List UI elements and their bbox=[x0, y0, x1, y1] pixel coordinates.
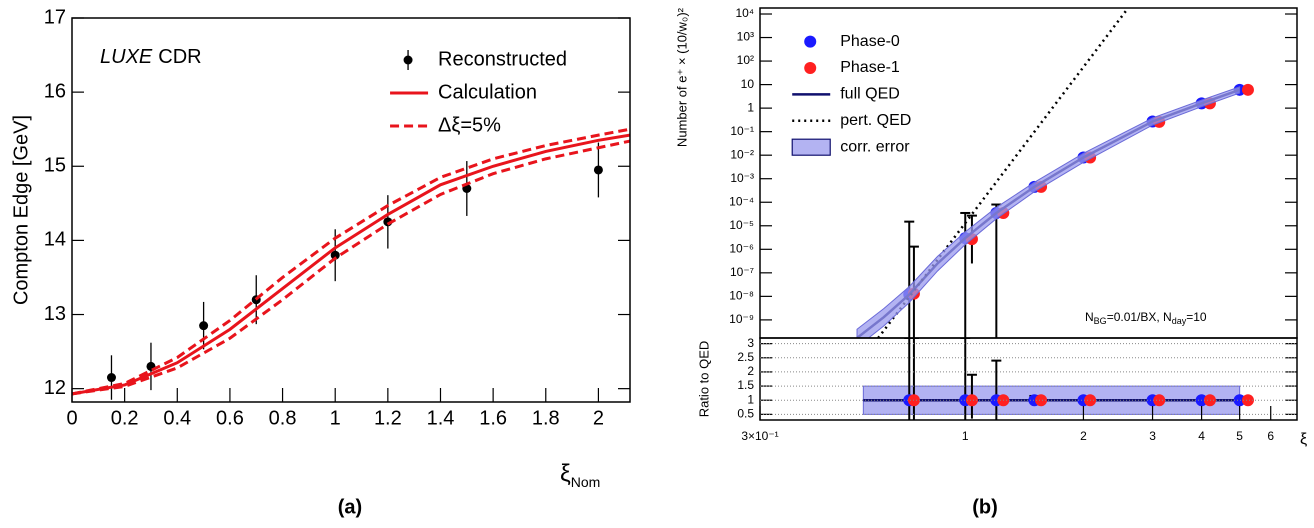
y-axis-label: Number of e⁺ × (10/w₀)² bbox=[674, 7, 689, 147]
x-tick-label: 0.4 bbox=[163, 407, 191, 429]
x-tick-label: 2 bbox=[593, 407, 604, 429]
legend-marker bbox=[804, 62, 817, 74]
annotation: NBG=0.01/BX, Nday=10 bbox=[1085, 310, 1207, 326]
y-axis-label: Compton Edge [GeV] bbox=[10, 115, 32, 305]
data-point bbox=[1035, 394, 1048, 407]
y-tick-label: 2.5 bbox=[737, 350, 754, 364]
x-tick-label: 1.4 bbox=[427, 407, 455, 429]
series-line bbox=[72, 133, 630, 396]
y-tick-label: 10⁻² bbox=[730, 147, 754, 161]
y-tick-label: 2 bbox=[747, 364, 754, 378]
legend-label: corr. error bbox=[840, 138, 910, 155]
x-tick-label: 1.2 bbox=[374, 407, 402, 429]
x-tick-label: 6 bbox=[1267, 429, 1274, 443]
annotation-part: BG bbox=[1094, 316, 1107, 326]
data-point bbox=[1233, 394, 1246, 407]
legend-label: Δξ=5% bbox=[438, 114, 501, 136]
data-point bbox=[965, 394, 978, 407]
y-tick-label: 17 bbox=[44, 6, 66, 28]
y-tick-label: 10³ bbox=[737, 30, 754, 44]
y-tick-label: 10⁻⁹ bbox=[729, 312, 754, 326]
x-tick-label: 0.6 bbox=[216, 407, 244, 429]
plot-area bbox=[72, 127, 630, 400]
y-tick-label: 13 bbox=[44, 303, 66, 325]
y-tick-label: 16 bbox=[44, 80, 66, 102]
error-band bbox=[856, 86, 1241, 338]
x-axis-label-part: Nom bbox=[571, 474, 601, 490]
x-tick-label: 1.8 bbox=[532, 407, 560, 429]
y-axis-label: Ratio to QED bbox=[696, 341, 711, 418]
y-tick-label: 14 bbox=[44, 229, 66, 251]
y-tick-label: 12 bbox=[44, 377, 66, 399]
data-point bbox=[1241, 83, 1254, 96]
legend-label: pert. QED bbox=[840, 112, 911, 129]
x-axis-label-part: ξ bbox=[560, 460, 571, 487]
plot-frame bbox=[71, 17, 631, 403]
x-axis-label: ξ bbox=[1300, 431, 1307, 448]
x-tick-label: 0 bbox=[66, 407, 77, 429]
panel-caption: (a) bbox=[338, 496, 362, 518]
data-point bbox=[106, 373, 116, 383]
y-tick-label: 10⁻⁶ bbox=[729, 241, 754, 255]
y-tick-label: 10⁻⁴ bbox=[729, 194, 754, 208]
annotation: LUXE CDR bbox=[100, 46, 202, 68]
x-tick-label: 3×10⁻¹ bbox=[741, 429, 778, 443]
data-point bbox=[330, 250, 340, 260]
annotation-part: day bbox=[1172, 316, 1187, 326]
y-tick-label: 1 bbox=[747, 100, 754, 114]
x-tick-label: 1 bbox=[330, 407, 341, 429]
x-tick-label: 1.6 bbox=[479, 407, 507, 429]
x-tick-label: 4 bbox=[1198, 429, 1205, 443]
x-tick-label: 5 bbox=[1236, 429, 1243, 443]
y-tick-label: 1 bbox=[747, 392, 754, 406]
annotation-part: =10 bbox=[1186, 310, 1207, 324]
legend-label: Phase-0 bbox=[840, 33, 900, 50]
data-point bbox=[1241, 394, 1254, 407]
x-tick-label: 0.8 bbox=[269, 407, 297, 429]
y-tick-label: 10 bbox=[741, 77, 755, 91]
plot-frame bbox=[759, 7, 1298, 339]
legend-label: Reconstructed bbox=[438, 48, 567, 70]
data-point bbox=[593, 165, 603, 175]
legend-marker bbox=[791, 138, 831, 156]
legend-label: Phase-1 bbox=[840, 59, 900, 76]
data-point bbox=[199, 321, 209, 331]
legend-marker bbox=[804, 35, 817, 48]
x-axis-label-part: ξ bbox=[1300, 431, 1307, 448]
y-tick-label: 1.5 bbox=[737, 378, 754, 392]
annotation-part: =0.01/BX, N bbox=[1107, 310, 1172, 324]
x-axis-label: ξNom bbox=[560, 460, 600, 489]
annotation-part: CDR bbox=[158, 46, 201, 68]
y-tick-label: 10⁻⁷ bbox=[730, 265, 754, 279]
data-point bbox=[1203, 394, 1216, 407]
panel-caption: (b) bbox=[972, 496, 998, 518]
series-line bbox=[72, 127, 630, 396]
annotation-part: LUXE bbox=[100, 46, 153, 68]
x-tick-label: 3 bbox=[1149, 429, 1156, 443]
y-tick-label: 3 bbox=[747, 336, 754, 350]
legend-marker bbox=[403, 55, 413, 65]
y-tick-label: 10⁻¹ bbox=[730, 124, 754, 138]
y-tick-label: 10⁻³ bbox=[730, 171, 754, 185]
annotation-part: N bbox=[1085, 310, 1094, 324]
y-tick-label: 15 bbox=[44, 155, 66, 177]
x-tick-label: 1 bbox=[962, 429, 969, 443]
plot-frame bbox=[759, 337, 1298, 421]
x-tick-label: 0.2 bbox=[111, 407, 139, 429]
legend-label: full QED bbox=[840, 86, 900, 103]
y-tick-label: 10⁻⁵ bbox=[729, 218, 754, 232]
legend-label: Calculation bbox=[438, 81, 537, 103]
y-tick-label: 10⁻⁸ bbox=[729, 289, 754, 303]
x-tick-label: 2 bbox=[1080, 429, 1087, 443]
y-tick-label: 10² bbox=[737, 53, 754, 67]
y-tick-label: 10⁴ bbox=[735, 6, 754, 20]
plot-area bbox=[856, 8, 1254, 338]
plot-area bbox=[862, 338, 1254, 420]
series-line bbox=[72, 139, 630, 396]
y-tick-label: 0.5 bbox=[737, 407, 754, 421]
